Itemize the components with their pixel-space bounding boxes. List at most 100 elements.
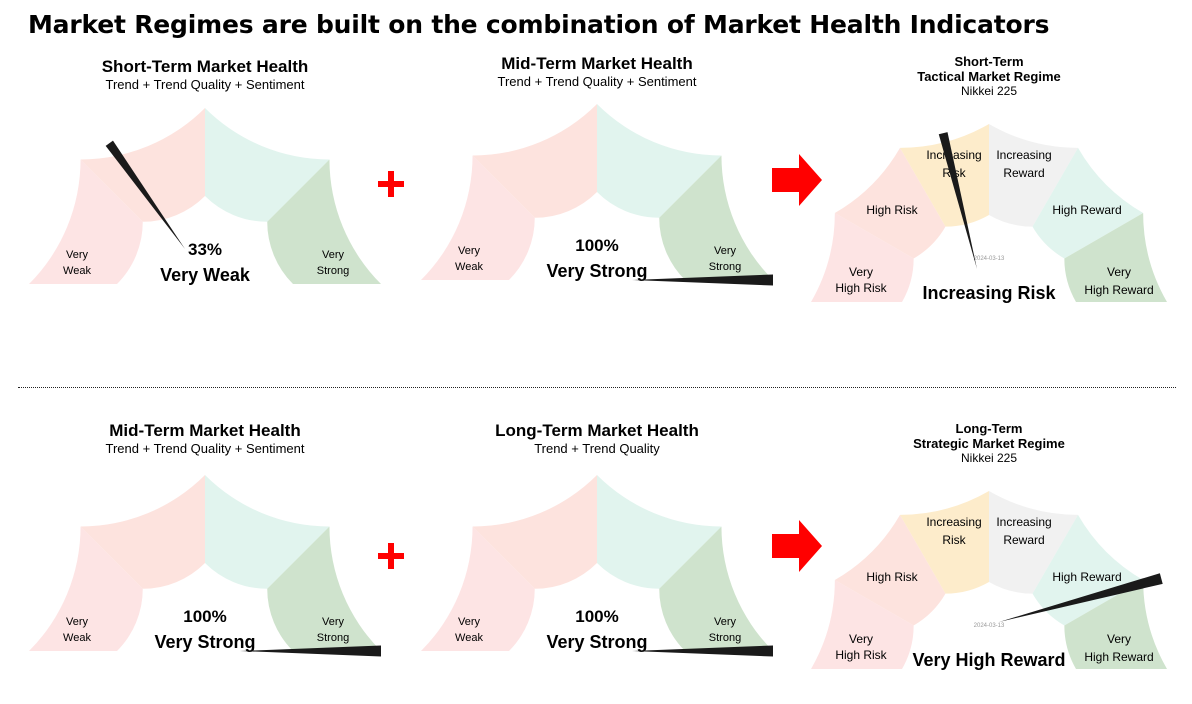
regime-zone-label: High Risk [866,570,918,584]
gauge-status: Very Strong [546,632,647,652]
zone-increasing-reward [989,124,1078,227]
regime-zone-label: Very [849,632,873,646]
zone-label: Very [458,245,481,257]
zone-very-strong [659,155,773,280]
zone-very-weak [29,526,143,651]
zone-label: Weak [63,632,91,644]
zone-label: Very [322,616,345,628]
gauge-subtitle: Trend + Trend Quality [534,441,660,456]
plus-bar-v [388,543,394,569]
regime-title: Short-Term [954,54,1023,69]
zone-strong [597,104,722,218]
zone-weak [472,104,597,218]
regime-zone-label: Risk [942,533,966,547]
regime-status: Very High Reward [912,650,1065,670]
regime-zone-label: High Reward [1084,650,1153,664]
gauge-title: Short-Term Market Health [102,57,309,76]
zone-label: Strong [317,265,349,277]
zone-label: Very [714,616,737,628]
zone-very-high-risk [811,580,914,669]
zone-high-risk [834,514,946,626]
regime-subtitle: Nikkei 225 [961,84,1017,98]
gauge-needle [240,645,381,657]
regime-zone-label: High Reward [1084,283,1153,297]
gauge-title: Mid-Term Market Health [501,54,692,73]
arrow-right-icon [772,154,822,206]
regime-title-line2: Tactical Market Regime [917,69,1061,84]
gauge-status: Very Weak [160,265,251,285]
gauge-title: Long-Term Market Health [495,421,699,440]
arrow-right-icon [772,520,822,572]
regime-title-line2: Strategic Market Regime [913,436,1065,451]
zone-label: Very [322,249,345,261]
regime-zone-label: Very [1107,632,1131,646]
regime-zone-label: High Risk [866,203,918,217]
zone-label: Very [66,616,89,628]
zone-high-reward [1032,147,1144,259]
gauge-needle [105,140,185,249]
regime-zone-label: High Risk [835,648,887,662]
page-title: Market Regimes are built on the combinat… [28,10,1050,39]
zone-label: Very [66,249,89,261]
zone-very-high-risk [811,213,914,302]
regime-title: Long-Term [956,421,1023,436]
zone-label: Strong [709,632,741,644]
regime-zone-label: Very [849,265,873,279]
zone-label: Strong [709,261,741,273]
regime-zone-label: High Reward [1052,203,1121,217]
zone-very-weak [421,155,535,280]
regime-needle [999,573,1163,622]
gauge-status: Very Strong [546,261,647,281]
zone-label: Very [458,616,481,628]
plus-bar-v [388,171,394,197]
zone-increasing-reward [989,491,1078,594]
regime-zone-label: Increasing [926,148,981,162]
zone-increasing-risk [900,491,989,594]
regime-zone-label: Increasing [996,148,1051,162]
zone-very-weak [29,159,143,284]
gauge-status: Very Strong [154,632,255,652]
zone-very-strong [659,526,773,651]
gauge-value: 100% [183,607,226,626]
regime-zone-label: Increasing [996,515,1051,529]
zone-label: Strong [317,632,349,644]
zone-very-strong [267,159,381,284]
gauge-value: 100% [575,607,618,626]
zone-strong [205,475,330,589]
zone-very-weak [421,526,535,651]
gauge-value: 100% [575,236,618,255]
zone-label: Very [714,245,737,257]
zone-very-strong [267,526,381,651]
gauge-subtitle: Trend + Trend Quality + Sentiment [498,74,697,89]
zone-label: Weak [63,265,91,277]
zone-high-reward [1032,514,1144,626]
regime-subtitle: Nikkei 225 [961,451,1017,465]
regime-zone-label: Reward [1003,166,1044,180]
zone-very-high-reward [1064,580,1167,669]
zone-strong [205,108,330,222]
regime-date: 2024-03-13 [974,256,1005,262]
regime-zone-label: Reward [1003,533,1044,547]
regime-date: 2024-03-13 [974,623,1005,629]
regime-zone-label: High Risk [835,281,887,295]
plus-icon [378,543,404,569]
zone-weak [472,475,597,589]
gauge-needle [632,645,773,657]
regime-needle [938,132,977,269]
plus-icon [378,171,404,197]
zone-strong [597,475,722,589]
regime-zone-label: Increasing [926,515,981,529]
zone-label: Weak [455,632,483,644]
gauge-title: Mid-Term Market Health [109,421,300,440]
regime-status: Increasing Risk [922,283,1056,303]
section-divider [18,387,1176,388]
gauge-subtitle: Trend + Trend Quality + Sentiment [106,441,305,456]
zone-weak [80,475,205,589]
